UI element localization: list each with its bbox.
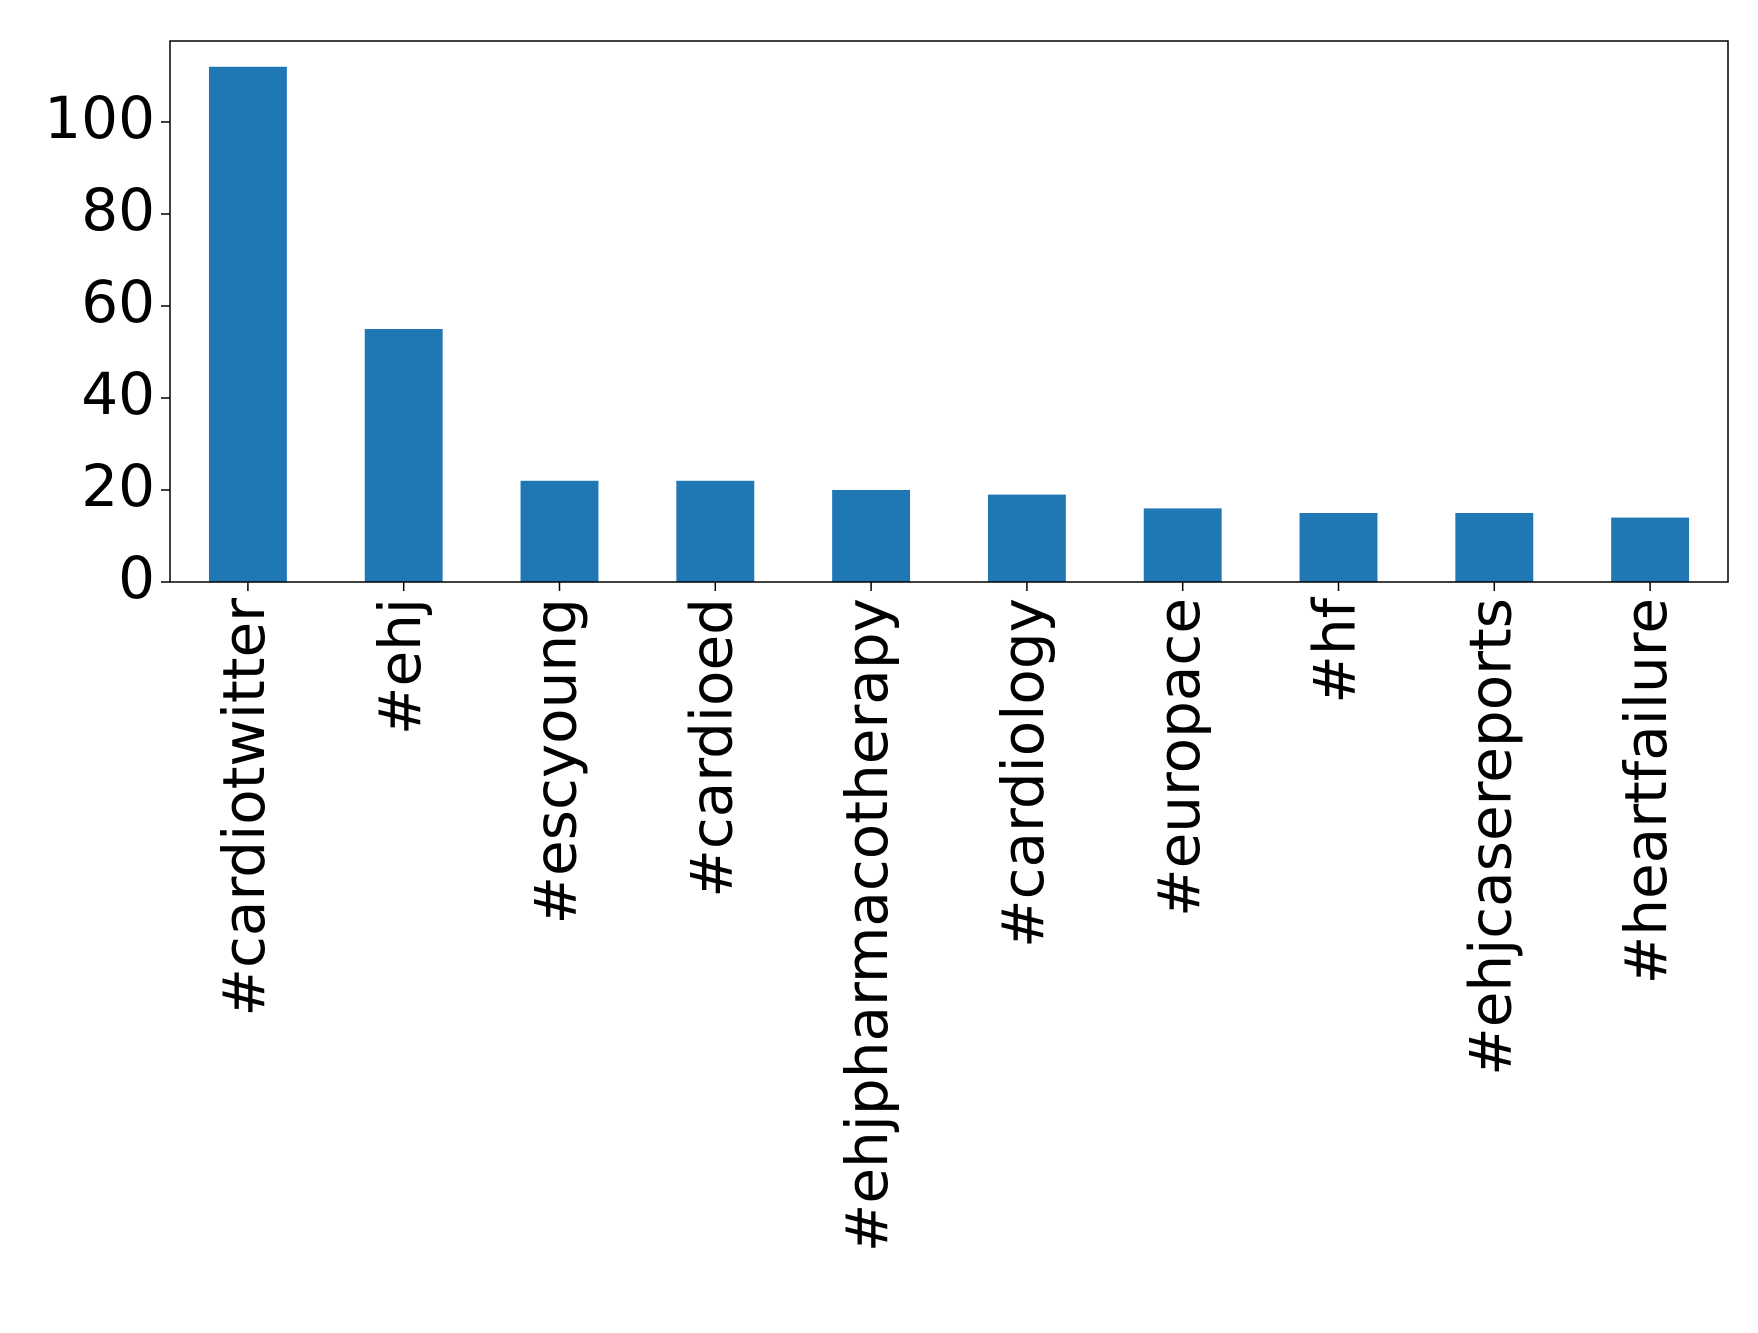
y-tick-label: 0 <box>118 544 155 612</box>
bar <box>676 480 755 582</box>
y-tick-label: 40 <box>81 360 155 428</box>
bar <box>1299 512 1378 582</box>
x-tick-label: #cardiotwitter <box>210 598 278 1017</box>
x-tick-label: #hf <box>1301 596 1369 703</box>
x-tick-label: #ehjcasereports <box>1456 598 1524 1076</box>
x-tick-label: #cardiology <box>989 598 1057 948</box>
x-tick-label: #heartfailure <box>1612 598 1680 984</box>
plot-frame <box>169 40 1729 583</box>
x-tick-label: #europace <box>1145 598 1213 917</box>
y-tick-label: 100 <box>44 84 155 152</box>
y-tick-label: 20 <box>81 452 155 520</box>
bar <box>832 489 911 582</box>
bar <box>520 480 599 582</box>
bar <box>1143 508 1222 582</box>
x-tick-label: #cardioed <box>677 598 745 898</box>
y-tick-label: 80 <box>81 176 155 244</box>
x-tick-label: #ehj <box>366 598 434 735</box>
x-tick-label: #ehjpharmacotherapy <box>833 598 901 1252</box>
bar <box>208 66 287 582</box>
y-tick-label: 60 <box>81 268 155 336</box>
bar <box>1611 517 1690 582</box>
bar <box>987 494 1066 582</box>
bar <box>1455 512 1534 582</box>
bar <box>364 328 443 582</box>
x-tick-label: #escyoung <box>522 598 590 925</box>
